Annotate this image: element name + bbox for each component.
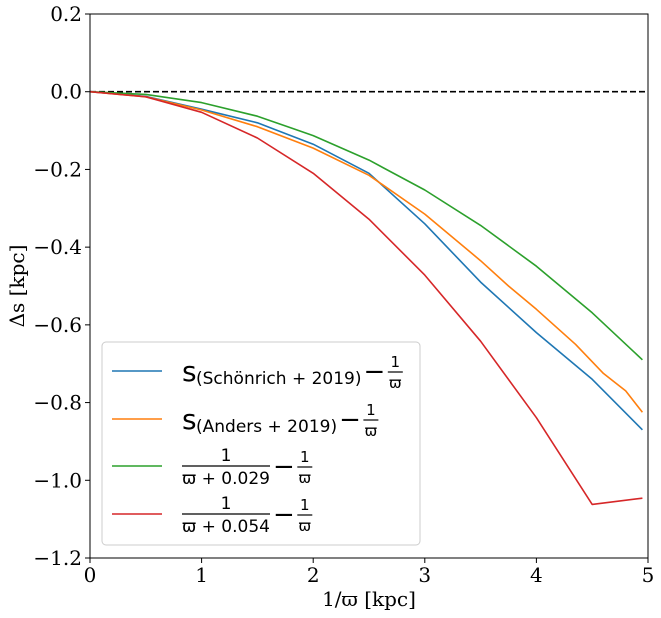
legend-item: 1 ϖ + 0.054 − 1 ϖ bbox=[112, 494, 313, 537]
fraction-denominator: ϖ bbox=[365, 422, 378, 440]
y-tick-label: −1.2 bbox=[33, 546, 82, 570]
legend-symbol: s bbox=[182, 355, 197, 388]
series-line-3 bbox=[89, 90, 643, 361]
fraction-denominator: ϖ + 0.054 bbox=[182, 517, 270, 537]
y-tick-label: −0.2 bbox=[33, 157, 82, 181]
legend-item: 1 ϖ + 0.029 − 1 ϖ bbox=[112, 446, 313, 489]
series-line-2 bbox=[89, 90, 644, 413]
legend-operator: − bbox=[364, 357, 386, 387]
series-line-4 bbox=[89, 90, 643, 506]
legend-box bbox=[101, 341, 421, 546]
fraction-denominator: ϖ bbox=[299, 517, 312, 535]
legend-operator: − bbox=[273, 500, 295, 530]
fraction-denominator: ϖ bbox=[389, 374, 402, 392]
legend-symbol: s bbox=[182, 403, 197, 436]
y-tick-label: 0.0 bbox=[50, 80, 82, 104]
y-tick-label: −0.6 bbox=[33, 313, 82, 337]
x-axis-label: 1/ϖ [kpc] bbox=[322, 587, 416, 611]
legend-operator: − bbox=[273, 452, 295, 482]
plot-frame bbox=[89, 13, 649, 559]
x-tick-label: 4 bbox=[530, 563, 543, 587]
fraction-denominator: ϖ + 0.029 bbox=[182, 469, 270, 489]
y-tick-label: −0.8 bbox=[33, 391, 82, 415]
x-tick-label: 5 bbox=[642, 563, 655, 587]
x-tick-label: 2 bbox=[307, 563, 320, 587]
fraction-numerator: 1 bbox=[300, 448, 310, 466]
fraction-numerator: 1 bbox=[221, 446, 232, 466]
x-tick-label: 3 bbox=[418, 563, 431, 587]
legend-item: s (Anders + 2019) − 1 ϖ bbox=[112, 401, 379, 440]
legend: s (Schönrich + 2019) − 1ϖs (Anders + 2019)… bbox=[101, 341, 421, 546]
y-tick-label: 0.2 bbox=[50, 2, 82, 26]
fraction-denominator: ϖ bbox=[299, 469, 312, 487]
fraction-numerator: 1 bbox=[366, 401, 376, 419]
fraction-numerator: 1 bbox=[221, 494, 232, 514]
legend-item: s (Schönrich + 2019) − 1 ϖ bbox=[112, 353, 403, 392]
fraction-numerator: 1 bbox=[391, 353, 401, 371]
y-axis-label: Δs [kpc] bbox=[5, 245, 29, 328]
legend-operator: − bbox=[339, 405, 361, 435]
y-tick-label: −1.0 bbox=[33, 468, 82, 492]
x-tick-label: 0 bbox=[84, 563, 97, 587]
legend-subscript: (Schönrich + 2019) bbox=[196, 369, 362, 389]
x-tick-label: 1 bbox=[195, 563, 208, 587]
fraction-numerator: 1 bbox=[300, 496, 310, 514]
legend-subscript: (Anders + 2019) bbox=[196, 417, 337, 437]
y-tick-label: −0.4 bbox=[33, 235, 82, 259]
